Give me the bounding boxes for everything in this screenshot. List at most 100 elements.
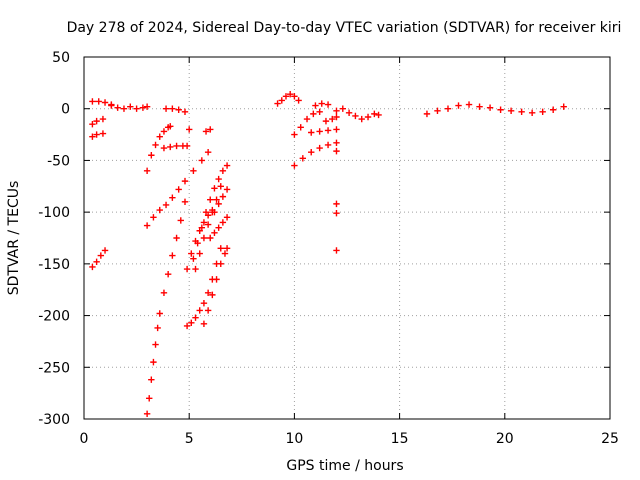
data-point (528, 109, 536, 117)
series-s10 (143, 198, 189, 418)
data-point (312, 102, 319, 109)
data-point (322, 117, 330, 125)
data-point (200, 299, 208, 307)
series-s17 (211, 186, 231, 216)
data-point (217, 245, 224, 252)
data-point (364, 113, 372, 121)
data-point (146, 395, 153, 402)
data-point (310, 110, 317, 118)
y-axis-label: SDTVAR / TECUs (6, 181, 22, 296)
data-point (560, 103, 567, 110)
data-point (221, 250, 229, 257)
data-point (93, 117, 100, 125)
data-point (333, 147, 340, 155)
data-point (223, 162, 231, 169)
data-point (213, 276, 220, 283)
data-point (160, 144, 168, 152)
data-point (192, 265, 199, 273)
data-point (150, 214, 157, 221)
data-point (194, 239, 201, 247)
data-point (148, 152, 155, 159)
data-point (204, 289, 212, 297)
data-point (152, 141, 159, 149)
y-tick-label: 50 (52, 50, 70, 66)
data-point (303, 115, 311, 123)
data-point (316, 108, 323, 116)
x-tick-label: 15 (391, 431, 409, 447)
data-point (324, 141, 332, 149)
x-axis-label: GPS time / hours (286, 458, 403, 474)
data-point (316, 144, 323, 152)
series-s24 (312, 100, 332, 109)
data-point (204, 307, 212, 314)
data-point (181, 198, 189, 205)
data-point (423, 110, 431, 118)
y-tick-label: -50 (47, 153, 70, 169)
series-s6 (143, 123, 174, 174)
data-point (143, 167, 151, 174)
series-s22 (308, 126, 340, 136)
data-point (497, 106, 504, 113)
chart-title: Day 278 of 2024, Sidereal Day-to-day VTE… (67, 20, 622, 36)
data-point (152, 341, 159, 348)
x-tick-label: 25 (601, 431, 619, 447)
data-point (204, 148, 212, 156)
data-point (465, 101, 473, 108)
data-point (223, 186, 231, 193)
data-point (274, 100, 281, 107)
data-point (219, 193, 227, 200)
data-point (455, 102, 462, 109)
data-point (160, 128, 168, 135)
data-point (291, 93, 298, 100)
y-tick-label: -250 (38, 360, 70, 376)
data-point (188, 319, 195, 327)
data-point (291, 131, 298, 138)
data-point (120, 105, 128, 112)
series-s20 (291, 108, 323, 138)
series-s2 (108, 102, 151, 112)
series-s7 (143, 148, 212, 229)
data-point (207, 234, 214, 242)
data-point (202, 128, 210, 135)
y-tick-label: -200 (38, 309, 70, 325)
data-point (507, 107, 515, 114)
data-point (186, 126, 193, 133)
y-tick-label: 0 (61, 102, 70, 118)
data-point (169, 194, 176, 201)
data-point (518, 108, 525, 116)
data-point (143, 410, 151, 418)
data-point (291, 162, 298, 169)
data-point (198, 157, 206, 164)
data-point (156, 133, 163, 140)
data-point (444, 105, 452, 112)
y-tick-labels: 50 0 -50 -100 -150 -200 -250 -300 (38, 50, 70, 428)
data-point (219, 167, 227, 174)
data-point (345, 109, 353, 117)
data-point (169, 105, 176, 112)
data-point (282, 93, 290, 100)
data-point (333, 113, 340, 121)
x-tick-labels: 0 5 10 15 20 25 (80, 431, 619, 447)
series-s14 (192, 183, 224, 273)
data-point (190, 167, 197, 174)
series-s26 (333, 147, 340, 254)
data-point (97, 252, 105, 259)
data-point (143, 103, 151, 110)
grid (84, 57, 610, 419)
data-point (358, 115, 365, 123)
data-point (99, 130, 107, 137)
data-point (333, 139, 340, 147)
data-point (93, 131, 100, 138)
data-point (154, 324, 161, 332)
data-point (211, 208, 218, 216)
y-tick-label: -100 (38, 205, 70, 221)
data-point (200, 234, 208, 242)
data-point (101, 99, 109, 106)
data-point (160, 289, 168, 297)
data-point (89, 133, 96, 140)
data-point (209, 291, 216, 299)
series-s21 (291, 139, 340, 169)
axis-ticks (83, 56, 611, 420)
data-point (133, 105, 140, 112)
